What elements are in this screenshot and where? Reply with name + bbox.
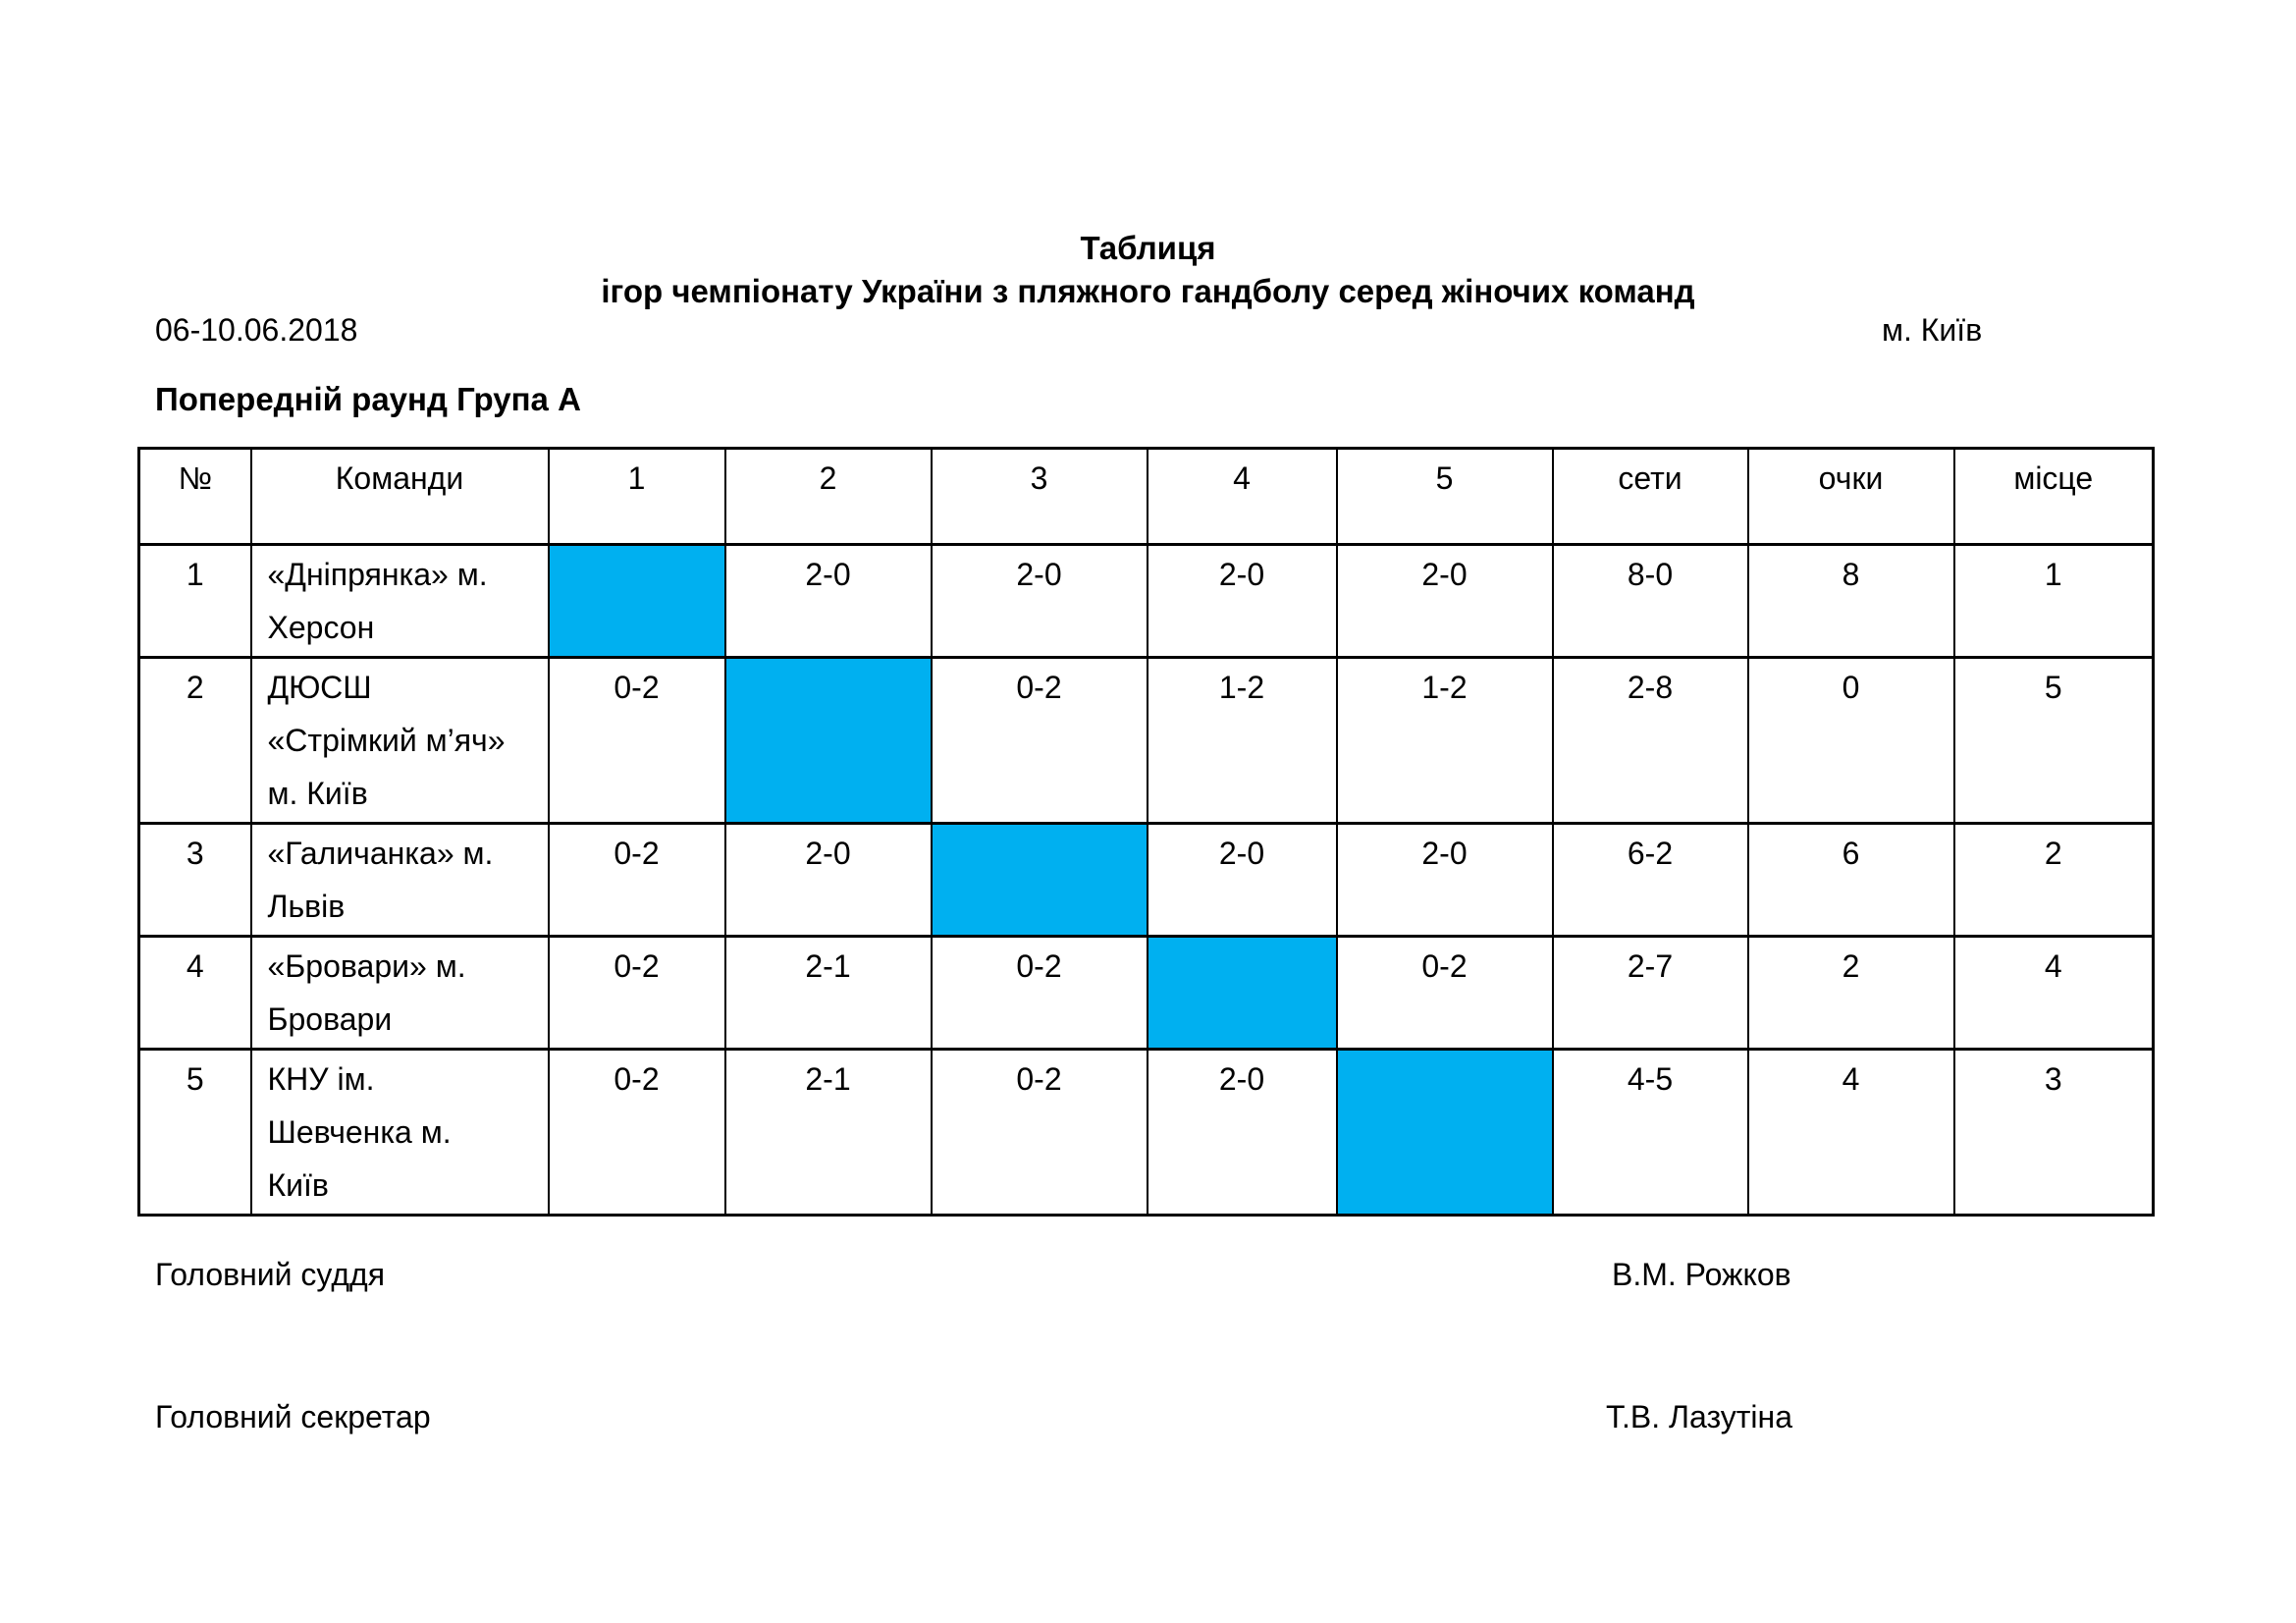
points-cell: 4 <box>1746 1048 1955 1217</box>
sets-total-cell: 4-5 <box>1551 1048 1749 1217</box>
team-name-cell: «Дніпрянка» м. Херсон <box>249 543 550 659</box>
place-cell: 1 <box>1952 543 2155 659</box>
row-number-cell: 4 <box>137 935 252 1051</box>
place-cell: 2 <box>1952 822 2155 938</box>
chief-judge-label: Головний суддя <box>155 1257 386 1292</box>
self-match-highlight-cell <box>930 822 1148 938</box>
row-number-cell: 1 <box>137 543 252 659</box>
standings-table: № Команди 1 2 3 4 5 сети очки місце 1 «Дн… <box>137 447 2155 1217</box>
place-cell: 3 <box>1952 1048 2155 1217</box>
tournament-city: м. Київ <box>1882 312 1983 348</box>
score-cell: 0-2 <box>547 935 726 1051</box>
self-match-highlight-cell <box>1335 1048 1554 1217</box>
sets-total-cell: 2-7 <box>1551 935 1749 1051</box>
team-name-cell: КНУ ім. Шевченка м. Київ <box>249 1048 550 1217</box>
col-header-3: 3 <box>930 447 1148 546</box>
self-match-highlight-cell <box>723 656 933 825</box>
document-subtitle: ігор чемпіонату України з пляжного гандб… <box>601 273 1695 309</box>
table-row: 4 «Бровари» м. Бровари 0-2 2-1 0-2 0-2 2-7 2 4 <box>137 935 2155 1051</box>
sets-total-cell: 2-8 <box>1551 656 1749 825</box>
place-cell: 5 <box>1952 656 2155 825</box>
score-cell: 0-2 <box>930 1048 1148 1217</box>
col-header-points: очки <box>1746 447 1955 546</box>
col-header-4: 4 <box>1146 447 1338 546</box>
score-cell: 2-1 <box>723 1048 933 1217</box>
self-match-highlight-cell <box>547 543 726 659</box>
table-row: 1 «Дніпрянка» м. Херсон 2-0 2-0 2-0 2-0 8-0 8 1 <box>137 543 2155 659</box>
score-cell: 2-0 <box>1146 1048 1338 1217</box>
col-header-1: 1 <box>547 447 726 546</box>
place-cell: 4 <box>1952 935 2155 1051</box>
score-cell: 0-2 <box>547 822 726 938</box>
col-header-number: № <box>137 447 252 546</box>
self-match-highlight-cell <box>1146 935 1338 1051</box>
score-cell: 2-0 <box>1146 822 1338 938</box>
score-cell: 0-2 <box>547 1048 726 1217</box>
score-cell: 1-2 <box>1335 656 1554 825</box>
col-header-teams: Команди <box>249 447 550 546</box>
team-name-cell: «Галичанка» м. Львів <box>249 822 550 938</box>
tournament-dates: 06-10.06.2018 <box>155 312 358 348</box>
table-row: 2 ДЮСШ «Стрімкий м’яч» м. Київ 0-2 0-2 1-2 1-… <box>137 656 2155 825</box>
row-number-cell: 2 <box>137 656 252 825</box>
col-header-sets: сети <box>1551 447 1749 546</box>
score-cell: 0-2 <box>1335 935 1554 1051</box>
col-header-5: 5 <box>1335 447 1554 546</box>
row-number-cell: 3 <box>137 822 252 938</box>
score-cell: 2-0 <box>1335 543 1554 659</box>
table-row: 5 КНУ ім. Шевченка м. Київ 0-2 2-1 0-2 2-0 4-5… <box>137 1048 2155 1217</box>
score-cell: 0-2 <box>930 656 1148 825</box>
sets-total-cell: 6-2 <box>1551 822 1749 938</box>
points-cell: 8 <box>1746 543 1955 659</box>
score-cell: 2-1 <box>723 935 933 1051</box>
score-cell: 2-0 <box>1335 822 1554 938</box>
row-number-cell: 5 <box>137 1048 252 1217</box>
document-title: Таблиця <box>1080 230 1216 266</box>
chief-judge-name: В.М. Рожков <box>1612 1257 1791 1292</box>
team-name-cell: ДЮСШ «Стрімкий м’яч» м. Київ <box>249 656 550 825</box>
section-title-group-a: Попередній раунд Група А <box>155 381 581 417</box>
col-header-place: місце <box>1952 447 2155 546</box>
col-header-2: 2 <box>723 447 933 546</box>
table-row: 3 «Галичанка» м. Львів 0-2 2-0 2-0 2-0 6-2 6 2 <box>137 822 2155 938</box>
score-cell: 2-0 <box>930 543 1148 659</box>
score-cell: 1-2 <box>1146 656 1338 825</box>
points-cell: 2 <box>1746 935 1955 1051</box>
chief-secretary-label: Головний секретар <box>155 1399 431 1434</box>
score-cell: 0-2 <box>547 656 726 825</box>
chief-secretary-name: Т.В. Лазутіна <box>1606 1399 1792 1434</box>
sets-total-cell: 8-0 <box>1551 543 1749 659</box>
score-cell: 0-2 <box>930 935 1148 1051</box>
points-cell: 0 <box>1746 656 1955 825</box>
points-cell: 6 <box>1746 822 1955 938</box>
team-name-cell: «Бровари» м. Бровари <box>249 935 550 1051</box>
score-cell: 2-0 <box>1146 543 1338 659</box>
table-header-row: № Команди 1 2 3 4 5 сети очки місце <box>137 447 2155 546</box>
score-cell: 2-0 <box>723 543 933 659</box>
score-cell: 2-0 <box>723 822 933 938</box>
